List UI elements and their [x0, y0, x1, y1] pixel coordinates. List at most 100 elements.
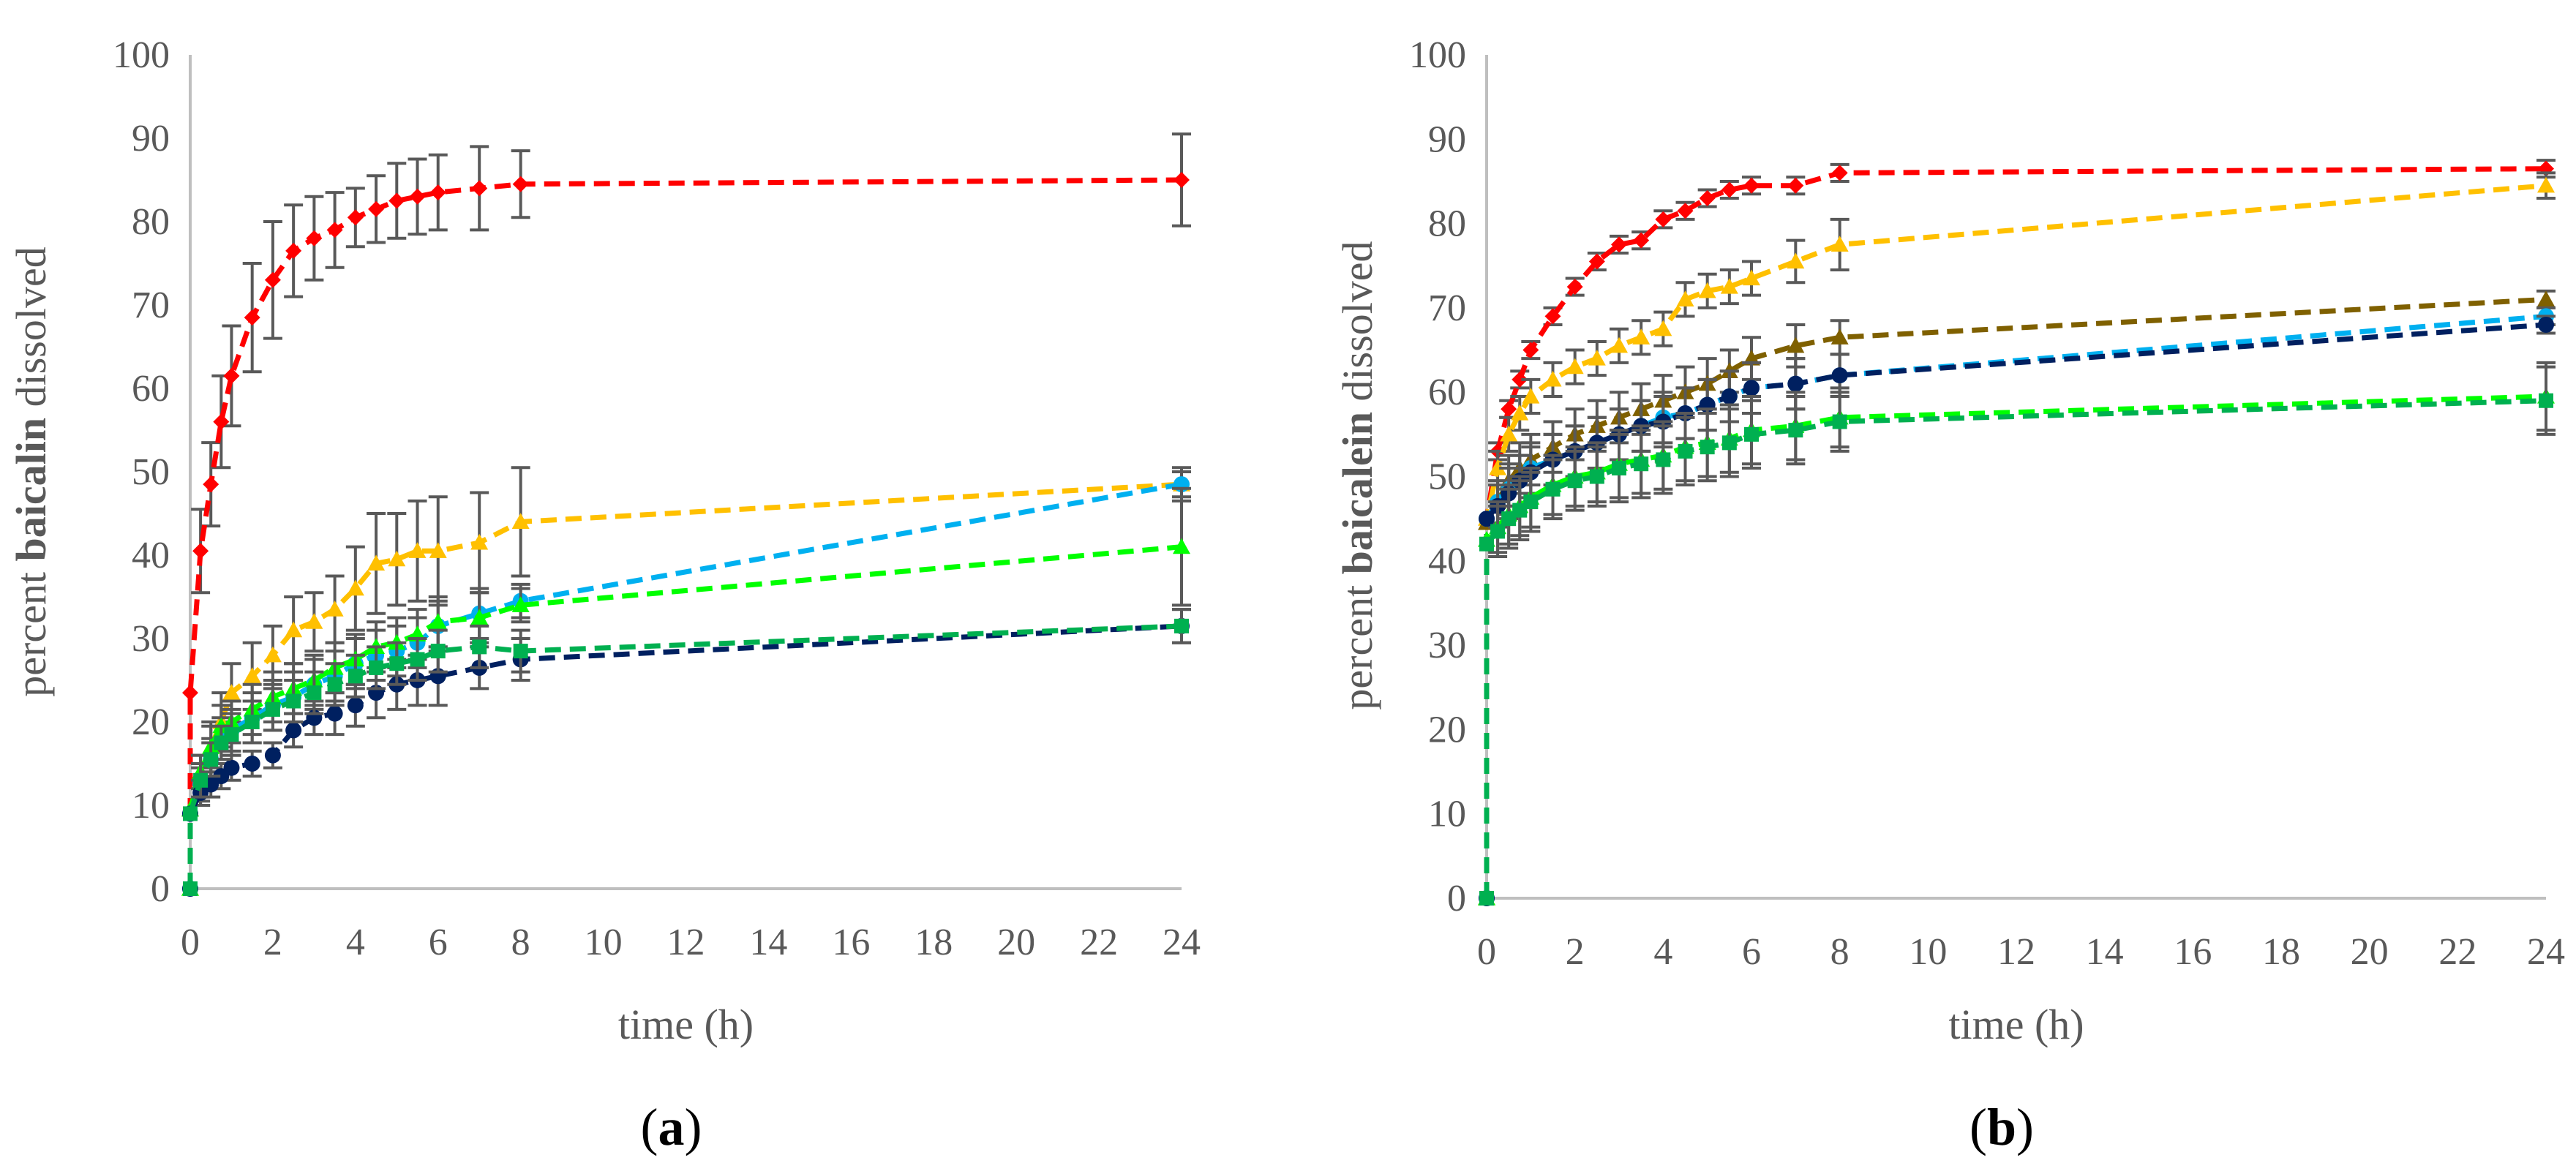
data-point	[307, 685, 322, 701]
data-point	[346, 579, 364, 596]
data-point	[471, 180, 488, 197]
data-point	[1831, 367, 1848, 384]
x-tick-label: 0	[1477, 931, 1496, 973]
data-point	[513, 644, 528, 659]
x-tick-label: 10	[1909, 931, 1947, 973]
x-tick-label: 8	[511, 922, 530, 963]
x-tick-label: 8	[1830, 931, 1850, 973]
x-axis-title: time (h)	[618, 1001, 754, 1048]
data-point	[367, 554, 386, 571]
x-tick-label: 22	[2438, 931, 2477, 973]
data-point	[224, 727, 239, 742]
x-tick-label: 12	[667, 922, 705, 963]
data-point	[2539, 393, 2553, 408]
data-point	[264, 747, 281, 764]
data-point	[368, 200, 385, 217]
y-tick-label: 70	[132, 285, 170, 326]
data-point	[470, 533, 489, 550]
data-point	[1544, 308, 1561, 325]
panel-label: (b)	[1969, 1098, 2034, 1156]
data-point	[1588, 350, 1606, 366]
data-point	[1523, 494, 1539, 510]
series-line	[1484, 183, 2547, 898]
data-point	[1654, 320, 1672, 336]
y-tick-label: 60	[132, 368, 170, 410]
data-point	[1512, 503, 1528, 518]
series-orange	[1478, 171, 2556, 906]
data-point	[1567, 473, 1582, 489]
data-point	[1744, 426, 1759, 442]
y-tick-label: 30	[132, 618, 170, 660]
data-point	[1787, 252, 1805, 269]
data-point	[1174, 618, 1189, 633]
y-axis-title-suffix: dissolved	[7, 246, 55, 418]
y-tick-label: 0	[151, 868, 170, 910]
data-point	[1544, 370, 1562, 387]
data-point	[512, 176, 529, 192]
y-tick-label: 100	[113, 34, 170, 76]
x-axis-title: time (h)	[1948, 1001, 2084, 1048]
data-point	[243, 667, 261, 683]
series-lime-green	[1478, 361, 2556, 906]
y-tick-label: 70	[1428, 287, 1466, 329]
data-point	[223, 759, 240, 776]
data-point	[1490, 524, 1506, 539]
data-point	[1831, 165, 1848, 181]
series-red	[1479, 159, 2556, 906]
data-point	[1612, 460, 1626, 475]
y-tick-label: 10	[132, 785, 170, 827]
data-point	[472, 639, 487, 655]
y-axis-title-prefix: percent	[7, 562, 55, 697]
data-point	[286, 693, 301, 709]
y-tick-label: 90	[132, 118, 170, 159]
data-point	[1720, 278, 1738, 294]
data-point	[213, 413, 230, 430]
x-tick-label: 18	[915, 922, 953, 963]
data-point	[285, 621, 303, 638]
series-brown	[1478, 289, 2556, 906]
x-tick-label: 4	[346, 922, 365, 963]
data-point	[1700, 440, 1715, 455]
y-axis-title: percent baicalein dissolved	[1334, 241, 1381, 710]
data-point	[1522, 342, 1539, 358]
y-tick-label: 0	[1447, 878, 1466, 919]
data-point	[1501, 511, 1517, 527]
data-point	[347, 209, 364, 226]
data-point	[1676, 290, 1694, 306]
data-point	[1678, 443, 1693, 459]
x-tick-label: 24	[1163, 922, 1201, 963]
y-tick-label: 50	[1428, 456, 1466, 498]
x-tick-label: 16	[832, 922, 870, 963]
data-point	[222, 684, 241, 700]
y-axis-title-compound: baicalin	[7, 418, 55, 562]
series-line	[187, 177, 1182, 889]
data-point	[1832, 414, 1847, 429]
data-point	[1830, 328, 1849, 345]
series-green	[183, 608, 1191, 896]
y-axis-title: percent baicalin dissolved	[7, 246, 55, 696]
data-point	[1743, 177, 1760, 194]
series-line	[1484, 313, 2547, 898]
data-point	[306, 230, 323, 246]
data-point	[409, 188, 426, 205]
y-tick-label: 20	[132, 701, 170, 743]
data-point	[1610, 336, 1628, 353]
data-point	[1479, 891, 1494, 906]
x-tick-label: 4	[1653, 931, 1672, 973]
data-point	[203, 752, 219, 767]
data-point	[1787, 336, 1805, 353]
x-tick-label: 6	[429, 922, 448, 963]
data-point	[1173, 538, 1190, 554]
x-tick-label: 20	[997, 922, 1035, 963]
x-tick-label: 20	[2351, 931, 2389, 973]
data-point	[369, 660, 384, 675]
data-point	[1500, 425, 1518, 442]
data-point	[388, 192, 405, 209]
x-tick-label: 10	[585, 922, 623, 963]
data-point	[1677, 203, 1694, 219]
data-point	[1743, 269, 1760, 286]
data-point	[1545, 481, 1561, 497]
x-tick-label: 22	[1080, 922, 1118, 963]
data-point	[348, 669, 363, 684]
